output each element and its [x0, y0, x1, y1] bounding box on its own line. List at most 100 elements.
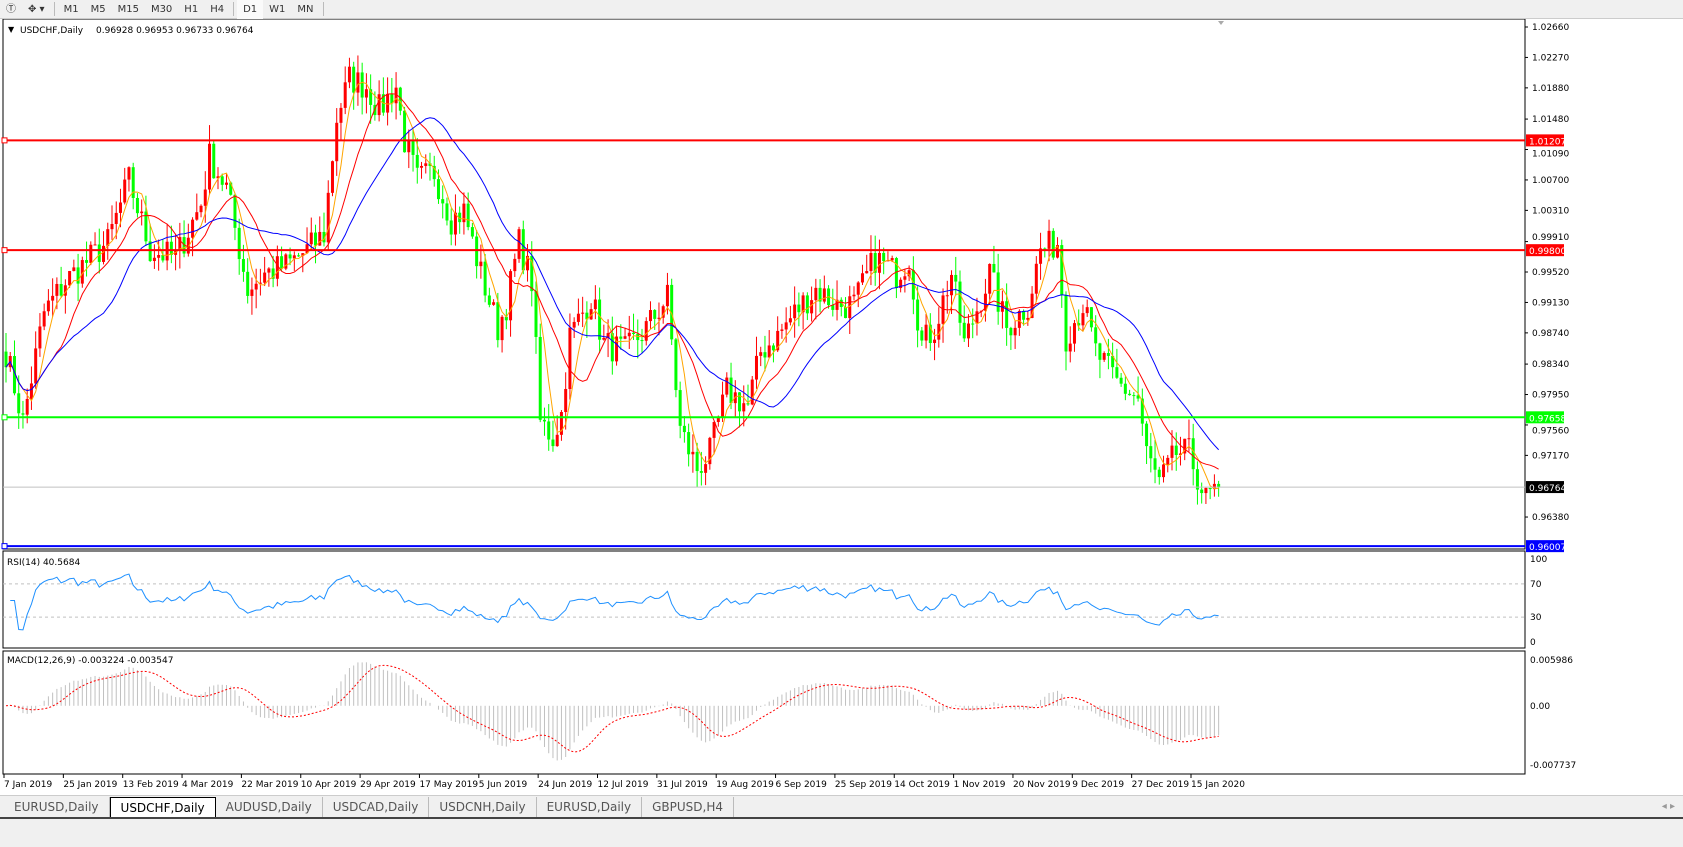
tab-gbpusd-h4[interactable]: GBPUSD,H4	[642, 797, 734, 817]
candle	[233, 192, 237, 241]
candle	[458, 206, 462, 234]
line-handle-icon[interactable]	[1, 414, 8, 421]
timeframe-mn[interactable]: MN	[297, 3, 314, 15]
candle	[140, 199, 144, 226]
tab-eurusd-daily[interactable]: EURUSD,Daily	[4, 797, 110, 817]
date-tick-label: 22 Mar 2019	[241, 780, 298, 790]
chart-window[interactable]: 1.01207 0.99800 0.97658 0.96007 0.96764 1.02…	[0, 19, 1683, 795]
ma-slow-line	[5, 117, 1220, 451]
line-handle-icon[interactable]	[1, 543, 8, 550]
toolbar-divider	[53, 2, 55, 16]
date-tick-label: 14 Oct 2019	[894, 780, 950, 790]
tab-scroll-arrows-icon[interactable]: ◂ ▸	[1661, 801, 1675, 812]
date-tick-label: 31 Jul 2019	[657, 780, 708, 790]
candle	[704, 456, 708, 486]
macd-tick-label: 0.00	[1530, 702, 1550, 712]
candle	[780, 323, 784, 339]
candle	[250, 277, 254, 315]
tab-usdcad-daily[interactable]: USDCAD,Daily	[323, 797, 430, 817]
line-handle-icon[interactable]	[1, 247, 8, 254]
candle	[1195, 461, 1199, 505]
candle	[453, 194, 457, 246]
candle	[195, 193, 199, 221]
timeframe-m30[interactable]: M30	[150, 3, 173, 15]
candle	[674, 337, 678, 398]
candle	[729, 362, 733, 410]
candle	[428, 152, 432, 181]
timeframe-m5[interactable]: M5	[90, 3, 106, 15]
candle	[589, 303, 593, 320]
timeframe-h4[interactable]: H4	[210, 3, 225, 15]
candle	[148, 223, 152, 263]
candle	[928, 313, 932, 351]
objects-menu-icon[interactable]: ✥ ▾	[28, 3, 45, 15]
rsi-tick-label: 0	[1530, 638, 1536, 648]
tab-eurusd-daily-2[interactable]: EURUSD,Daily	[537, 797, 643, 817]
candle	[258, 268, 262, 296]
date-tick-label: 5 Jun 2019	[479, 780, 528, 790]
tab-usdchf-daily[interactable]: USDCHF,Daily	[109, 797, 216, 817]
timeframe-h1[interactable]: H1	[184, 3, 199, 15]
candle	[445, 197, 449, 226]
candle	[738, 392, 742, 428]
candle	[1145, 421, 1149, 465]
candle	[670, 278, 674, 346]
candle	[882, 247, 886, 275]
candle	[118, 188, 122, 228]
rsi-tick-label: 30	[1530, 613, 1542, 623]
candle	[72, 259, 76, 272]
price-label: 1.01207	[1529, 137, 1566, 147]
price-label-bg	[1526, 411, 1564, 424]
candle	[1115, 348, 1119, 379]
candle	[547, 404, 551, 451]
candle	[958, 270, 962, 336]
candle	[517, 226, 521, 263]
candle	[551, 420, 555, 452]
toolbar-divider	[322, 2, 324, 16]
tab-usdcnh-daily[interactable]: USDCNH,Daily	[429, 797, 537, 817]
price-tick-label: 1.01090	[1532, 149, 1569, 159]
timeframe-m15[interactable]: M15	[117, 3, 139, 15]
candle	[712, 421, 716, 455]
candle	[695, 442, 699, 488]
candle	[593, 285, 597, 320]
candle	[284, 253, 288, 271]
candle	[1157, 466, 1161, 485]
toolbar: Ⓣ ✥ ▾ M1 M5 M15 M30 H1 H4 D1 W1 MN	[0, 0, 1683, 19]
timeframe-w1[interactable]: W1	[269, 3, 286, 15]
candle	[542, 407, 546, 436]
candle	[920, 326, 924, 346]
candle	[1140, 388, 1144, 436]
candle	[1123, 376, 1127, 401]
candle	[407, 129, 411, 169]
candle	[763, 335, 767, 372]
candle	[29, 366, 33, 410]
candle	[754, 336, 758, 389]
candle	[169, 225, 173, 264]
price-tick-label: 0.99520	[1532, 268, 1569, 278]
candle	[135, 193, 139, 218]
chart-shift-marker-icon[interactable]	[1218, 21, 1224, 25]
candle	[568, 313, 572, 400]
tab-audusd-daily[interactable]: AUDUSD,Daily	[216, 797, 323, 817]
rsi-line	[10, 573, 1219, 631]
price-label: 0.96007	[1529, 543, 1566, 553]
timeframe-m1[interactable]: M1	[63, 3, 79, 15]
candle	[237, 218, 241, 275]
candle	[21, 400, 25, 429]
price-tick-label: 0.99910	[1532, 233, 1569, 243]
price-tick-label: 0.97560	[1532, 426, 1569, 436]
text-tool-icon[interactable]: Ⓣ	[6, 3, 16, 15]
candle	[314, 224, 318, 264]
candle	[343, 66, 347, 115]
date-tick-label: 7 Jan 2019	[4, 780, 52, 790]
timeframe-d1[interactable]: D1	[237, 0, 264, 19]
candle	[1128, 389, 1132, 396]
line-handle-icon[interactable]	[1, 137, 8, 144]
chart-header-arrow-icon[interactable]: ▼	[8, 25, 15, 34]
candle	[1094, 315, 1098, 357]
candle	[326, 180, 330, 251]
price-tick-label: 1.02660	[1532, 23, 1569, 33]
candle	[85, 241, 89, 277]
price-label: 0.97658	[1529, 414, 1566, 424]
